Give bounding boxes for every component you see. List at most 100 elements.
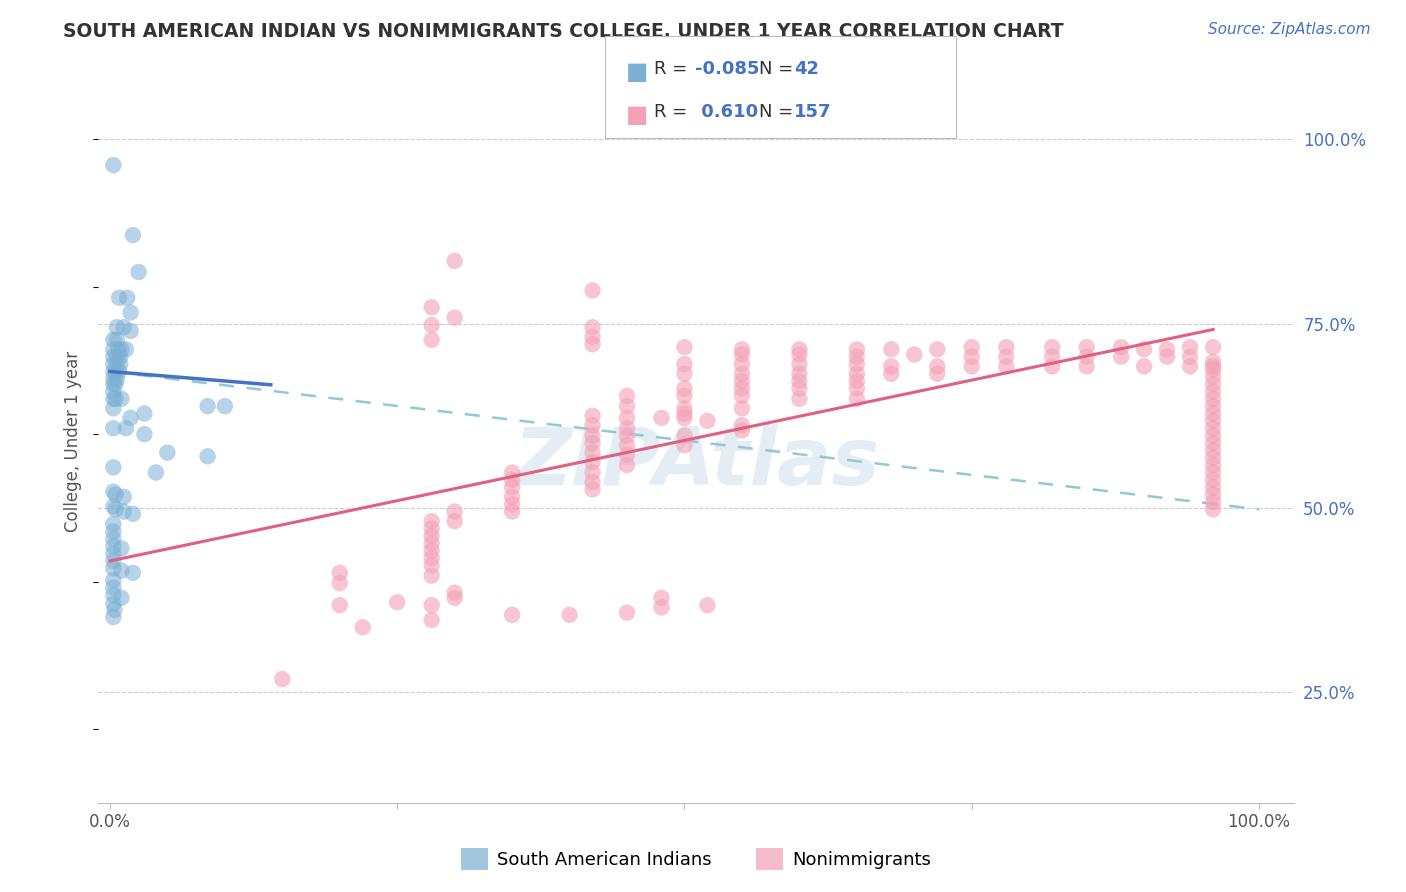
Text: N =: N =: [759, 60, 799, 78]
Text: Source: ZipAtlas.com: Source: ZipAtlas.com: [1208, 22, 1371, 37]
Text: N =: N =: [759, 103, 799, 120]
Point: [731, 401, 754, 416]
Point: [122, 507, 145, 521]
Point: [115, 291, 138, 305]
Point: [103, 357, 125, 371]
Point: [110, 392, 132, 406]
Point: [420, 551, 443, 566]
Point: [650, 600, 672, 615]
Point: [789, 357, 811, 371]
Point: [420, 568, 443, 582]
Point: [1202, 384, 1225, 399]
Point: [789, 381, 811, 395]
Point: [112, 490, 135, 504]
Point: [845, 392, 868, 406]
Point: [420, 558, 443, 573]
Point: [1178, 340, 1201, 354]
Point: [616, 458, 638, 472]
Point: [103, 602, 125, 616]
Point: [329, 598, 352, 612]
Point: [420, 543, 443, 558]
Point: [845, 350, 868, 364]
Point: [443, 505, 465, 519]
Point: [110, 350, 132, 364]
Point: [616, 606, 638, 620]
Point: [673, 340, 696, 354]
Point: [105, 357, 128, 371]
Point: [443, 310, 465, 325]
Point: [616, 421, 638, 435]
Point: [880, 367, 903, 381]
Point: [696, 414, 718, 428]
Point: [145, 466, 167, 480]
Point: [673, 357, 696, 371]
Point: [420, 301, 443, 315]
Text: -0.085: -0.085: [695, 60, 759, 78]
Point: [103, 401, 125, 416]
Text: ZIPAtlas: ZIPAtlas: [513, 425, 879, 502]
Point: [115, 421, 138, 435]
Point: [134, 407, 156, 421]
Legend: South American Indians, Nonimmigrants: South American Indians, Nonimmigrants: [453, 840, 939, 877]
Point: [1076, 340, 1098, 354]
Point: [329, 576, 352, 591]
Y-axis label: College, Under 1 year: College, Under 1 year: [65, 351, 83, 533]
Point: [673, 401, 696, 416]
Point: [845, 367, 868, 381]
Point: [501, 466, 523, 480]
Point: [1202, 392, 1225, 406]
Point: [731, 357, 754, 371]
Point: [103, 581, 125, 595]
Point: [271, 672, 294, 686]
Point: [443, 514, 465, 528]
Point: [1109, 350, 1132, 364]
Point: [352, 620, 374, 634]
Point: [1202, 480, 1225, 494]
Point: [1202, 355, 1225, 369]
Point: [104, 488, 127, 502]
Point: [673, 389, 696, 403]
Point: [581, 428, 603, 442]
Point: [673, 407, 696, 421]
Point: [903, 347, 925, 361]
Point: [1202, 495, 1225, 509]
Point: [420, 522, 443, 536]
Point: [995, 340, 1018, 354]
Point: [1202, 473, 1225, 487]
Point: [104, 502, 127, 516]
Point: [616, 438, 638, 452]
Point: [103, 421, 125, 435]
Point: [120, 305, 142, 319]
Point: [880, 343, 903, 357]
Point: [616, 448, 638, 462]
Point: [731, 418, 754, 433]
Point: [134, 427, 156, 442]
Point: [103, 539, 125, 553]
Point: [845, 374, 868, 388]
Point: [927, 367, 949, 381]
Point: [443, 585, 465, 599]
Point: [731, 424, 754, 438]
Point: [581, 409, 603, 423]
Text: 0.610: 0.610: [695, 103, 758, 120]
Point: [104, 364, 127, 378]
Point: [103, 573, 125, 587]
Point: [103, 588, 125, 602]
Point: [616, 428, 638, 442]
Point: [616, 399, 638, 413]
Point: [501, 607, 523, 622]
Point: [105, 333, 128, 347]
Point: [995, 359, 1018, 374]
Point: [1202, 466, 1225, 480]
Point: [1156, 350, 1178, 364]
Point: [1178, 350, 1201, 364]
Point: [501, 505, 523, 519]
Point: [1040, 359, 1063, 374]
Point: [960, 350, 983, 364]
Point: [789, 392, 811, 406]
Point: [581, 284, 603, 298]
Point: [1202, 502, 1225, 516]
Point: [329, 566, 352, 580]
Point: [420, 613, 443, 627]
Point: [1202, 458, 1225, 472]
